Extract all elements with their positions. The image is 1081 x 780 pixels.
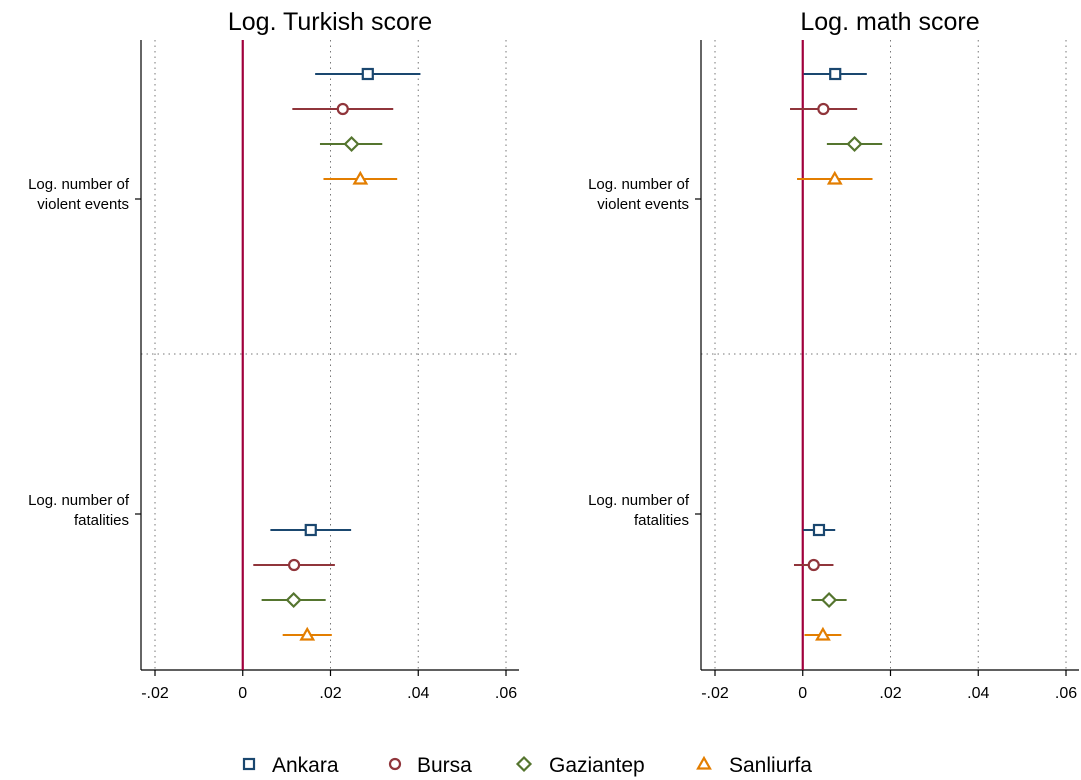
legend-label: Sanliurfa [729,754,812,777]
legend-item-bursa: Bursa [388,754,472,777]
estimate-marker-ankara [304,523,317,537]
x-tick-label: 0 [798,685,807,702]
estimate-marker-gaziantep [343,135,360,153]
estimate-marker-sanliurfa [352,170,369,185]
estimate-marker-bursa [817,102,830,116]
estimate-marker-gaziantep [846,135,863,153]
x-tick-label: .02 [879,685,901,702]
estimate-marker-sanliurfa [815,626,831,641]
estimate-marker-sanliurfa [299,626,316,641]
y-category-label: Log. number of [28,492,130,509]
x-tick-label: .02 [319,685,341,702]
legend-label: Ankara [272,754,339,777]
chart-panel-2: Log. math score -.02 0 .02 .04 .06 Log. number… [588,8,1079,702]
legend-item-sanliurfa: Sanliurfa [696,754,812,777]
estimate-marker-bursa [336,102,349,116]
y-category-label: Log. number of [588,492,690,509]
x-tick-label: -.02 [141,685,169,702]
y-category-label: violent events [37,196,129,213]
estimate-marker-bursa [807,558,820,572]
estimate-marker-gaziantep [285,591,302,609]
legend: Ankara Bursa Gaziantep Sanliurfa [242,754,812,777]
estimate-marker-ankara [829,67,842,81]
legend-item-ankara: Ankara [242,754,339,777]
legend-label: Bursa [417,754,472,777]
legend-triangle-icon [696,755,712,770]
chart-panel-1: Log. Turkish score -.02 0 .02 .04 .06 Log. num… [28,8,519,702]
y-category-label: Log. number of [28,176,130,193]
x-tick-label: .04 [407,685,429,702]
chart-title: Log. math score [800,8,979,36]
estimate-marker-gaziantep [821,591,838,609]
y-category-label: fatalities [634,512,689,529]
x-tick-label: .06 [495,685,517,702]
y-category-label: violent events [597,196,689,213]
legend-diamond-icon [515,755,533,773]
x-tick-label: 0 [238,685,247,702]
estimate-marker-sanliurfa [826,170,843,185]
legend-circle-icon [388,757,402,771]
legend-label: Gaziantep [549,754,645,777]
x-tick-label: .04 [967,685,989,702]
estimate-marker-ankara [361,67,374,81]
legend-item-gaziantep: Gaziantep [515,754,645,777]
y-category-label: fatalities [74,512,129,529]
legend-square-icon [242,757,256,771]
chart-title: Log. Turkish score [228,8,432,36]
estimate-marker-bursa [287,558,301,572]
estimate-marker-ankara [812,523,826,537]
x-tick-label: .06 [1055,685,1077,702]
y-category-label: Log. number of [588,176,690,193]
x-tick-label: -.02 [701,685,729,702]
